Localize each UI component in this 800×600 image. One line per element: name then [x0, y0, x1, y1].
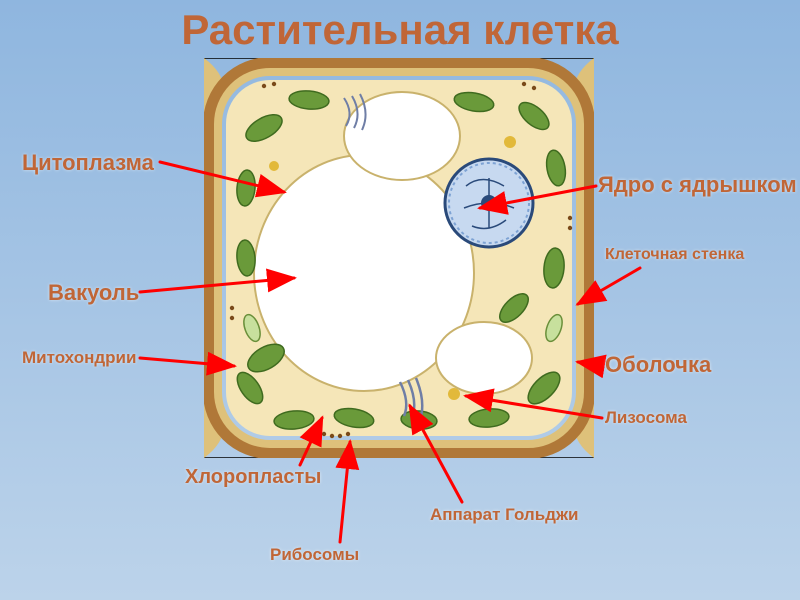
label-vacuole: Вакуоль [48, 280, 139, 306]
nucleus [445, 159, 533, 247]
label-membrane: Оболочка [605, 352, 711, 378]
label-ribo: Рибосомы [270, 545, 359, 565]
label-lyso: Лизосома [605, 408, 687, 428]
cell-illustration [204, 58, 594, 458]
label-golgi: Аппарат Гольджи [430, 505, 578, 525]
label-cytoplasm: Цитоплазма [22, 150, 154, 176]
label-wall: Клеточная стенка [605, 246, 744, 264]
diagram-title: Растительная клетка [181, 6, 618, 54]
label-chloro: Хлоропласты [185, 466, 321, 489]
label-mito: Митохондрии [22, 348, 136, 368]
label-nucleus: Ядро с ядрышком [598, 172, 797, 198]
